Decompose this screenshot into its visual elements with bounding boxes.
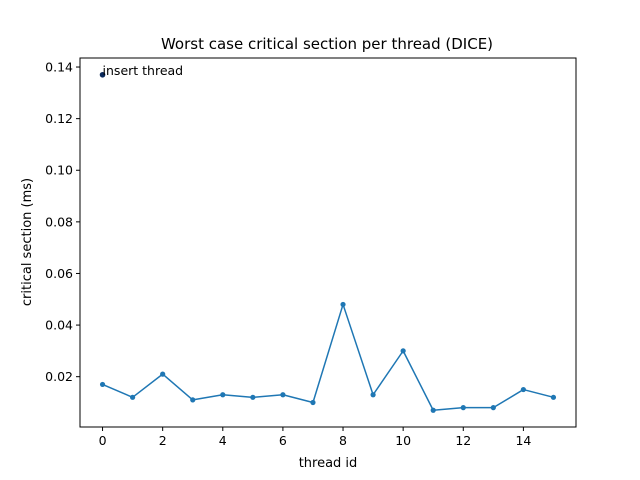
x-tick-label: 8 [339,433,347,448]
x-tick-label: 14 [515,433,531,448]
series-line [102,303,554,411]
data-point [400,348,406,354]
y-tick-label: 0.04 [45,318,73,333]
axes-frame [79,57,577,428]
data-point [370,392,376,398]
data-point [340,301,346,308]
y-tick-label: 0.02 [45,369,73,384]
data-point [550,394,557,400]
y-tick-label: 0.14 [45,60,73,75]
data-point [520,386,526,393]
data-point [130,394,136,400]
data-point [310,399,316,406]
x-axis-label: thread id [299,456,358,471]
annotation-insert-thread: insert thread [103,63,184,78]
data-point [190,397,196,403]
x-ticks: 0 2 4 6 8 10 12 14 [99,427,531,448]
x-tick-label: 2 [159,433,167,448]
data-point [220,392,226,398]
y-axis-label: critical section (ms) [20,178,35,306]
x-tick-label: 4 [219,433,227,448]
data-point [460,405,466,411]
y-tick-label: 0.08 [45,214,73,229]
x-tick-label: 6 [279,433,287,448]
data-point [99,381,106,388]
x-tick-label: 10 [395,433,411,448]
highlight-point [99,71,106,78]
y-tick-label: 0.06 [45,266,73,281]
data-point [160,371,166,377]
data-point [430,407,436,413]
chart-title: Worst case critical section per thread (… [161,35,493,53]
y-ticks: 0.02 0.04 0.06 0.08 0.10 0.12 0.14 [45,60,80,384]
y-tick-label: 0.10 [45,163,73,178]
x-tick-label: 0 [99,433,107,448]
y-tick-label: 0.12 [45,111,73,126]
data-point [490,405,496,411]
plot-area: insert thread [99,63,557,413]
data-point [280,392,286,398]
x-tick-label: 12 [455,433,471,448]
data-point [250,394,256,400]
